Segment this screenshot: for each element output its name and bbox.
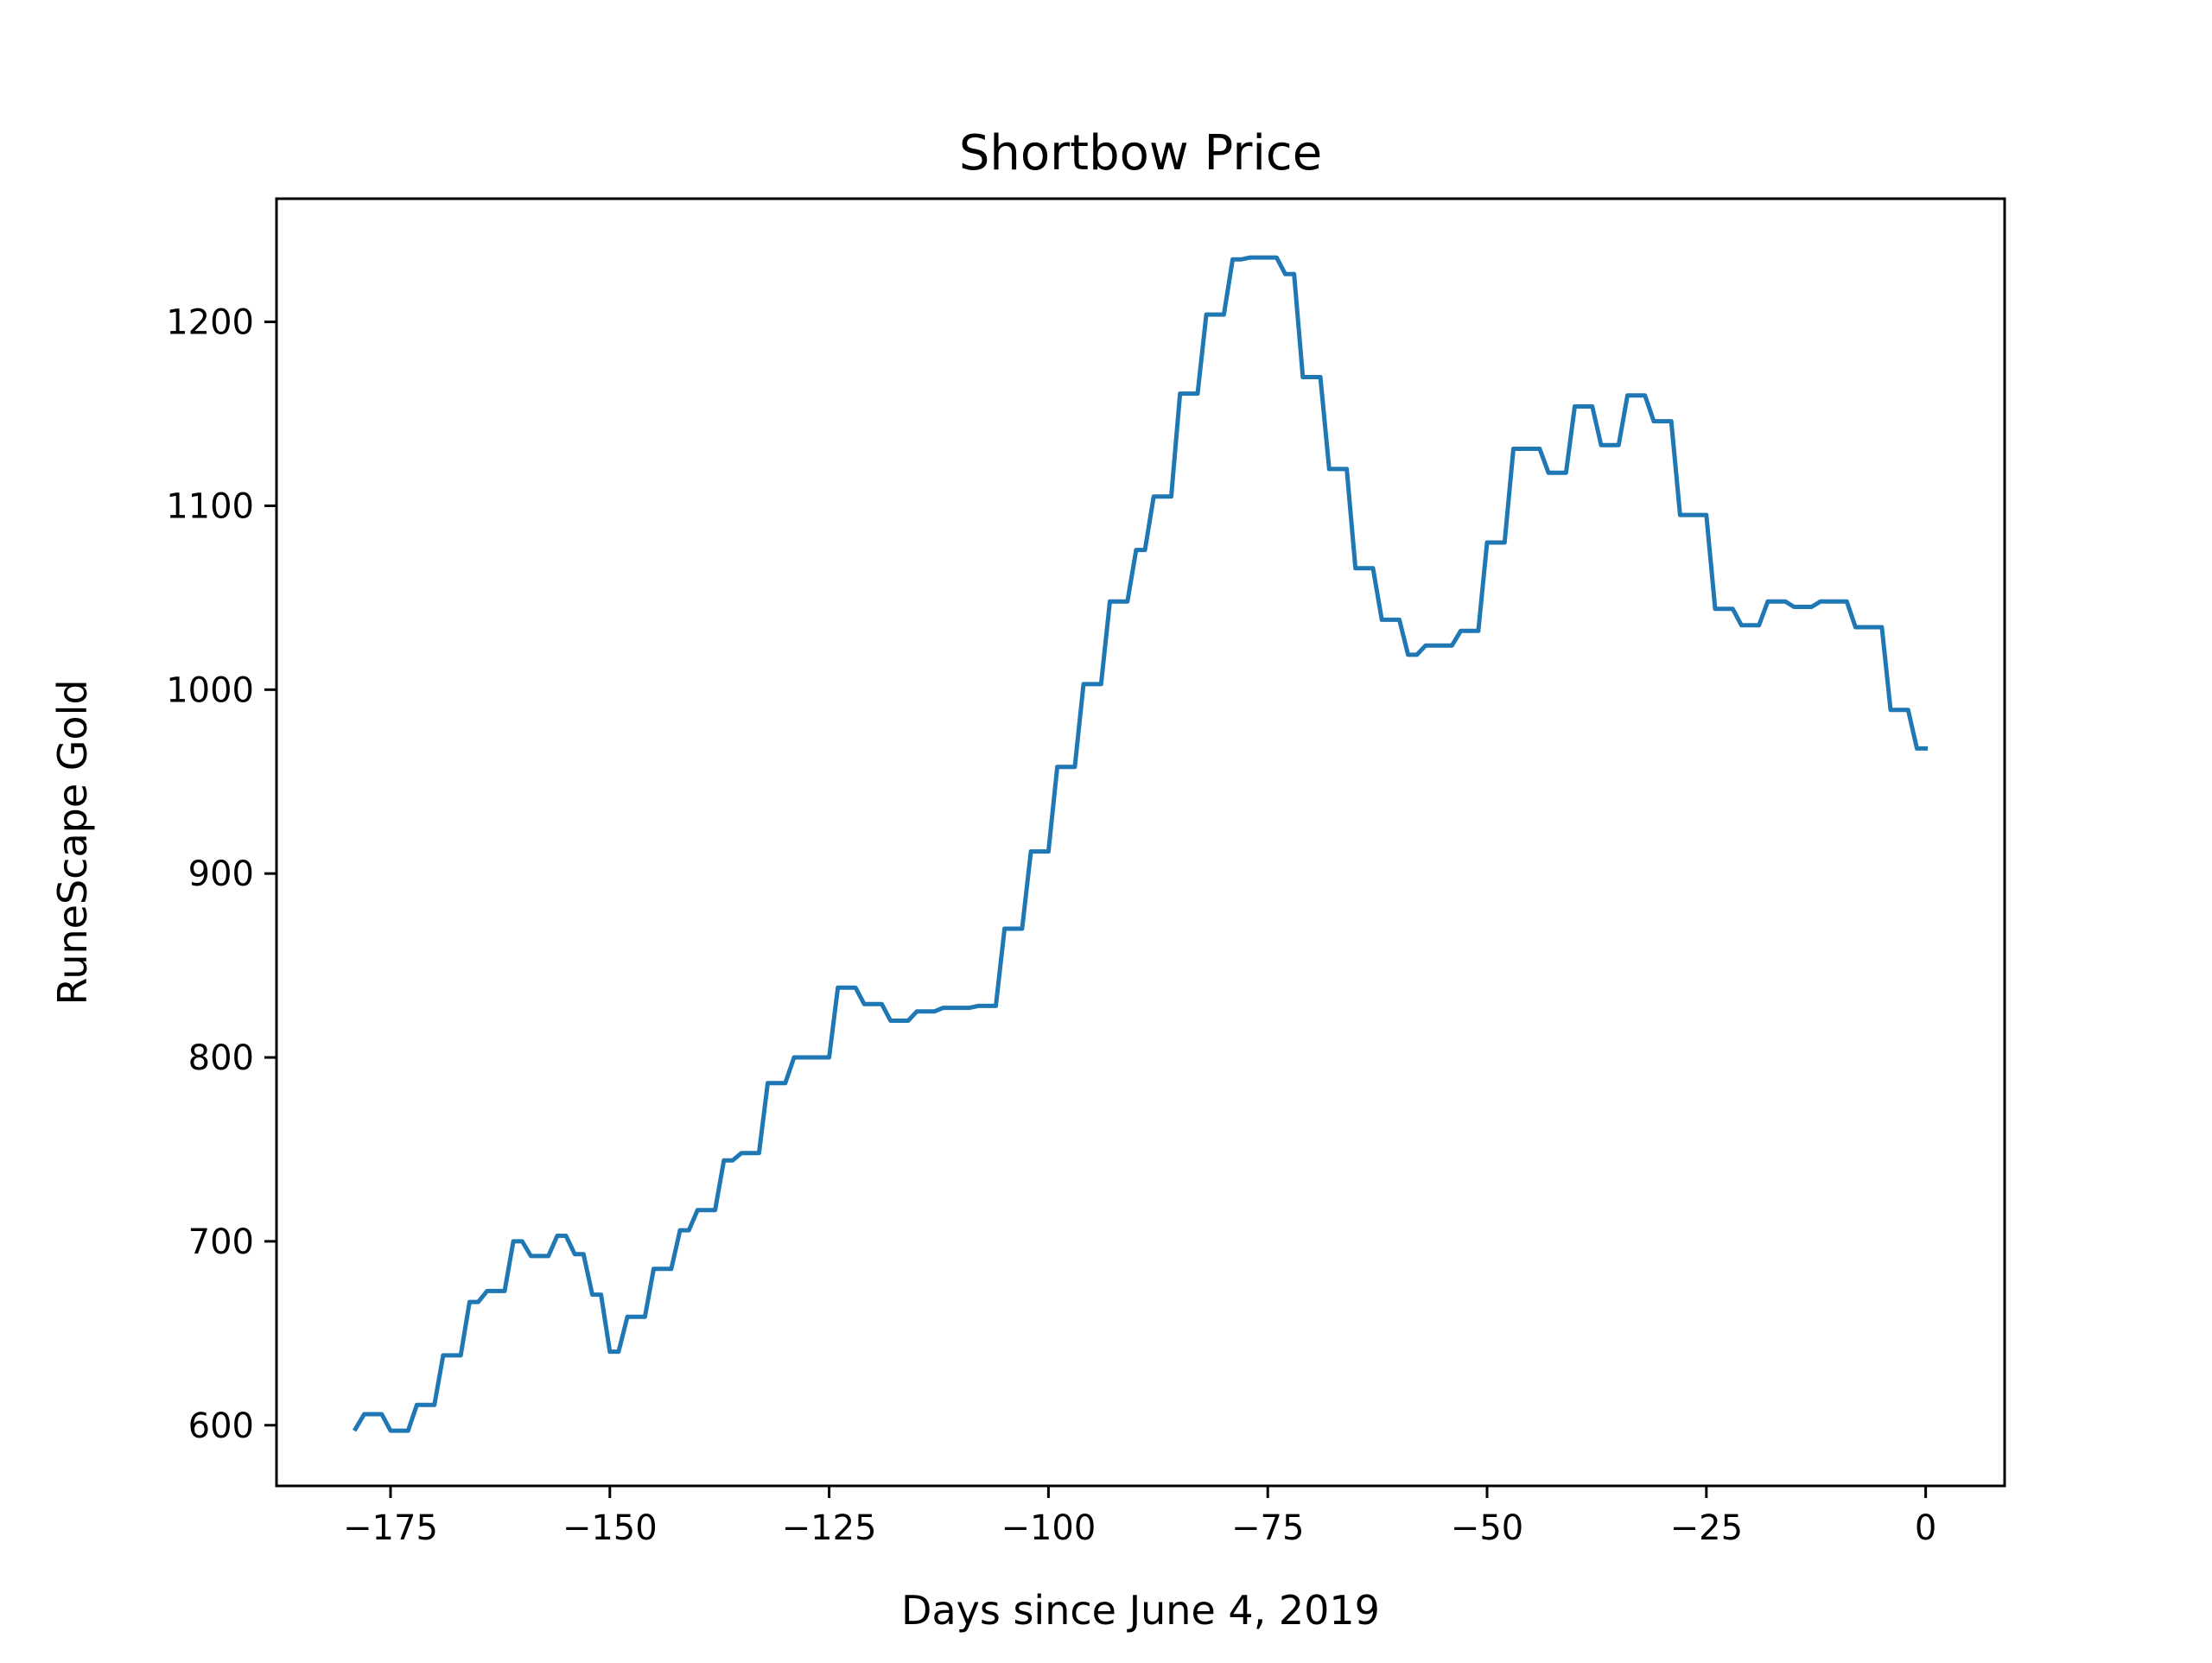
chart-title: Shortbow Price	[959, 125, 1322, 181]
y-tick-label: 800	[188, 1038, 254, 1078]
x-tick-label: 0	[1915, 1508, 1936, 1548]
y-tick-label: 700	[188, 1222, 254, 1262]
x-tick-label: −25	[1670, 1508, 1743, 1548]
x-axis-label: Days since June 4, 2019	[901, 1587, 1380, 1634]
axes-frame	[275, 197, 2006, 1488]
x-tick-label: −175	[343, 1508, 438, 1548]
plot-layer	[352, 255, 1929, 1433]
y-tick-label: 1200	[166, 303, 254, 343]
x-tick-label: −100	[1001, 1508, 1096, 1548]
y-tick-label: 1000	[166, 670, 254, 710]
y-axis-label: RuneScape Gold	[49, 679, 96, 1005]
y-tick-label: 1100	[166, 486, 254, 526]
price-series-line	[352, 255, 1929, 1433]
x-tick-label: −50	[1451, 1508, 1523, 1548]
y-tick-label: 600	[188, 1406, 254, 1446]
x-tick-label: −75	[1231, 1508, 1304, 1548]
ticks-layer: −175 −150 −125 −100 −75 −50 −25 0 600 700 800 900 10…	[166, 303, 1936, 1548]
x-tick-label: −125	[782, 1508, 877, 1548]
y-tick-label: 900	[188, 854, 254, 894]
x-tick-label: −150	[563, 1508, 658, 1548]
